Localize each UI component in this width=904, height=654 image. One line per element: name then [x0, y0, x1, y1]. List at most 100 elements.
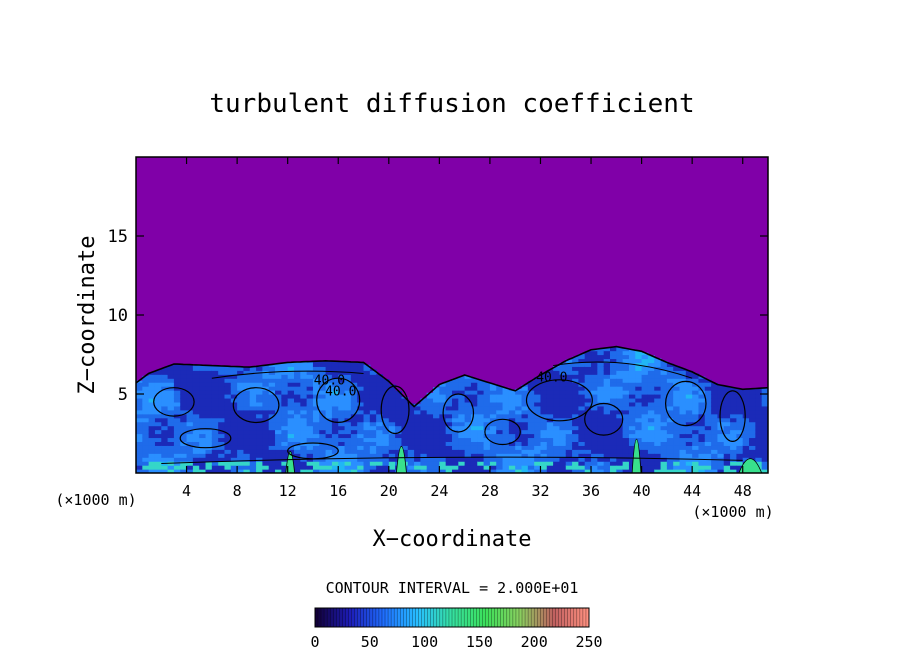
field-cell [679, 433, 687, 439]
field-cell [256, 394, 263, 399]
field-cell [584, 358, 592, 363]
field-cell [685, 421, 693, 427]
field-cell [711, 429, 719, 435]
field-cell [325, 413, 333, 419]
field-cell [749, 394, 756, 399]
field-cell [173, 405, 181, 411]
field-cell [685, 429, 693, 435]
colorbar-segment [433, 608, 438, 627]
field-cell [515, 394, 523, 399]
field-cell [439, 386, 447, 391]
field-cell [597, 382, 605, 387]
field-cell [192, 382, 200, 387]
field-cell [540, 374, 548, 379]
field-cell [559, 374, 567, 379]
field-cell [730, 394, 737, 399]
field-cell [660, 386, 668, 391]
field-cell [401, 405, 409, 411]
field-cell [654, 465, 662, 470]
field-cell [211, 370, 219, 375]
field-cell [167, 429, 175, 435]
field-cell [294, 469, 301, 473]
field-cell [363, 461, 371, 466]
field-cell [331, 461, 339, 466]
field-cell [704, 409, 712, 415]
field-cell [312, 437, 320, 442]
field-cell [414, 449, 421, 454]
field-cell [344, 445, 352, 450]
field-cell [730, 390, 737, 395]
field-cell [136, 386, 143, 391]
field-cell [319, 366, 327, 371]
field-cell [723, 425, 731, 431]
field-cell [275, 461, 282, 466]
field-cell [597, 362, 605, 367]
colorbar-segment [546, 608, 550, 627]
field-cell [698, 376, 706, 379]
field-cell [546, 437, 554, 442]
field-cell [350, 405, 358, 411]
field-cell [565, 453, 573, 458]
field-cell [679, 397, 687, 403]
field-cell [382, 449, 390, 454]
field-cell [698, 433, 706, 439]
field-cell [470, 425, 478, 431]
field-cell [262, 382, 270, 387]
field-cell [622, 386, 630, 391]
field-cell [275, 433, 282, 439]
field-cell [458, 401, 466, 407]
field-cell [281, 390, 289, 395]
field-cell [641, 382, 649, 387]
field-cell [616, 386, 624, 391]
field-cell [224, 401, 232, 407]
field-cell [755, 433, 763, 439]
field-cell [369, 425, 377, 431]
field-cell [597, 348, 605, 352]
field-cell [755, 388, 763, 391]
field-cell [591, 413, 598, 419]
field-cell [546, 382, 554, 387]
field-cell [502, 405, 510, 411]
field-cell [692, 453, 700, 458]
field-cell [256, 461, 263, 466]
field-cell [192, 366, 200, 371]
field-cell [230, 469, 238, 473]
colorbar-segment [418, 608, 422, 627]
field-cell [211, 461, 219, 466]
field-cell [477, 386, 485, 391]
field-cell [452, 390, 459, 395]
field-cell [338, 362, 346, 367]
field-cell [218, 405, 226, 411]
field-cell [439, 437, 447, 442]
field-cell [452, 453, 459, 458]
field-cell [256, 437, 263, 442]
field-cell [433, 413, 440, 419]
field-cell [382, 397, 390, 403]
field-cell [281, 405, 289, 411]
field-cell [180, 364, 188, 367]
field-cell [628, 417, 636, 423]
field-cell [142, 469, 150, 473]
field-cell [281, 397, 289, 403]
field-cell [717, 449, 725, 454]
field-cell [761, 461, 768, 466]
field-cell [262, 401, 270, 407]
field-cell [180, 417, 188, 423]
field-cell [603, 429, 611, 435]
field-cell [306, 417, 314, 423]
field-cell [420, 465, 428, 470]
field-cell [527, 394, 535, 399]
field-cell [445, 441, 453, 446]
field-cell [502, 390, 510, 395]
field-cell [692, 429, 700, 435]
field-cell [685, 465, 693, 470]
field-cell [559, 366, 567, 371]
field-cell [477, 394, 485, 399]
field-cell [464, 394, 472, 399]
field-cell [591, 390, 598, 395]
field-cell [452, 433, 459, 439]
field-cell [357, 421, 365, 427]
chart-title: turbulent diffusion coefficient [209, 89, 694, 119]
field-cell [420, 405, 428, 411]
field-cell [420, 437, 428, 442]
